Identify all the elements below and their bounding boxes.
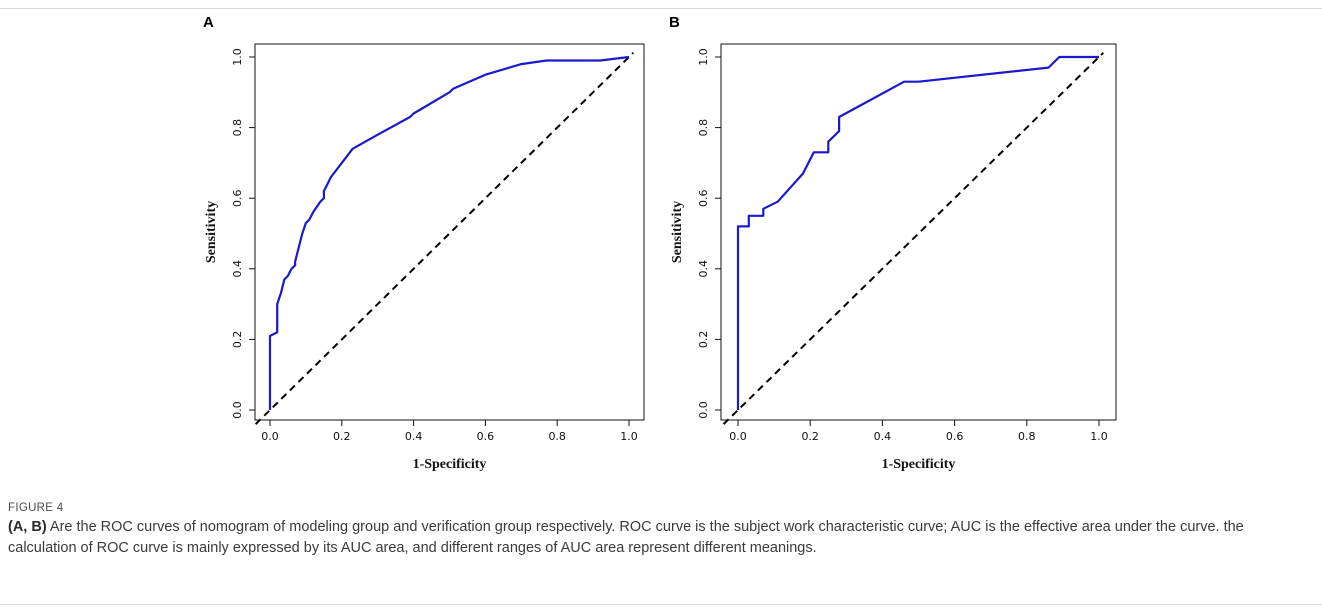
x-axis-title: 1-Specificity [882,457,956,472]
roc-chart-a: 0.0 0.2 0.4 0.6 0.8 1.0 0.0 0.2 0.4 0.6 0.8 1.0 1-Sp… [204,43,645,472]
x-tick-label: 0.0 [729,430,747,443]
y-axis-title: Sensitivity [204,201,219,263]
caption-text: (A, B) Are the ROC curves of nomogram of… [8,517,1308,559]
reference-diagonal-line [254,52,635,425]
y-tick-label: 1.0 [231,48,244,66]
y-tick-label: 0.6 [697,189,710,207]
roc-curve-line [736,55,1099,410]
x-tick-label: 0.0 [261,430,279,443]
y-tick-label: 0.4 [697,260,710,278]
plot-box [254,43,645,421]
roc-chart-b: 0.0 0.2 0.4 0.6 0.8 1.0 0.0 0.2 0.4 0.6 0.8 1.0 1-Sp… [670,43,1117,472]
x-tick-label: 0.2 [333,430,351,443]
panel-label-b: B [669,14,680,31]
y-tick-label: 0.2 [697,331,710,349]
figure-caption: FIGURE 4 (A, B) Are the ROC curves of no… [8,502,1308,559]
y-tick-label: 0.6 [231,189,244,207]
y-tick-label: 1.0 [697,48,710,66]
panel-label-a: A [203,14,214,31]
x-tick-label: 0.2 [801,430,819,443]
y-tick-label: 0.0 [697,401,710,419]
x-tick-label: 1.0 [620,430,638,443]
y-tick-label: 0.0 [231,401,244,419]
caption-bold-lead: (A, B) [8,519,47,535]
y-tick-label: 0.4 [231,260,244,278]
x-axis-title: 1-Specificity [413,457,487,472]
x-tick-label: 0.8 [1018,430,1036,443]
y-tick-label: 0.8 [697,119,710,137]
caption-body: Are the ROC curves of nomogram of modeli… [8,519,1244,556]
y-tick-label: 0.2 [231,331,244,349]
x-tick-label: 0.4 [405,430,423,443]
bottom-divider [0,604,1322,605]
y-axis-title: Sensitivity [670,201,685,263]
x-tick-label: 0.4 [874,430,892,443]
reference-diagonal-line [722,52,1105,425]
x-tick-label: 0.6 [477,430,495,443]
top-divider [0,8,1322,9]
x-tick-label: 0.8 [548,430,566,443]
y-tick-label: 0.8 [231,119,244,137]
plot-box [720,43,1117,421]
figure-label: FIGURE 4 [8,502,64,514]
x-tick-label: 0.6 [946,430,964,443]
x-tick-label: 1.0 [1090,430,1108,443]
roc-curve-line [268,55,630,410]
